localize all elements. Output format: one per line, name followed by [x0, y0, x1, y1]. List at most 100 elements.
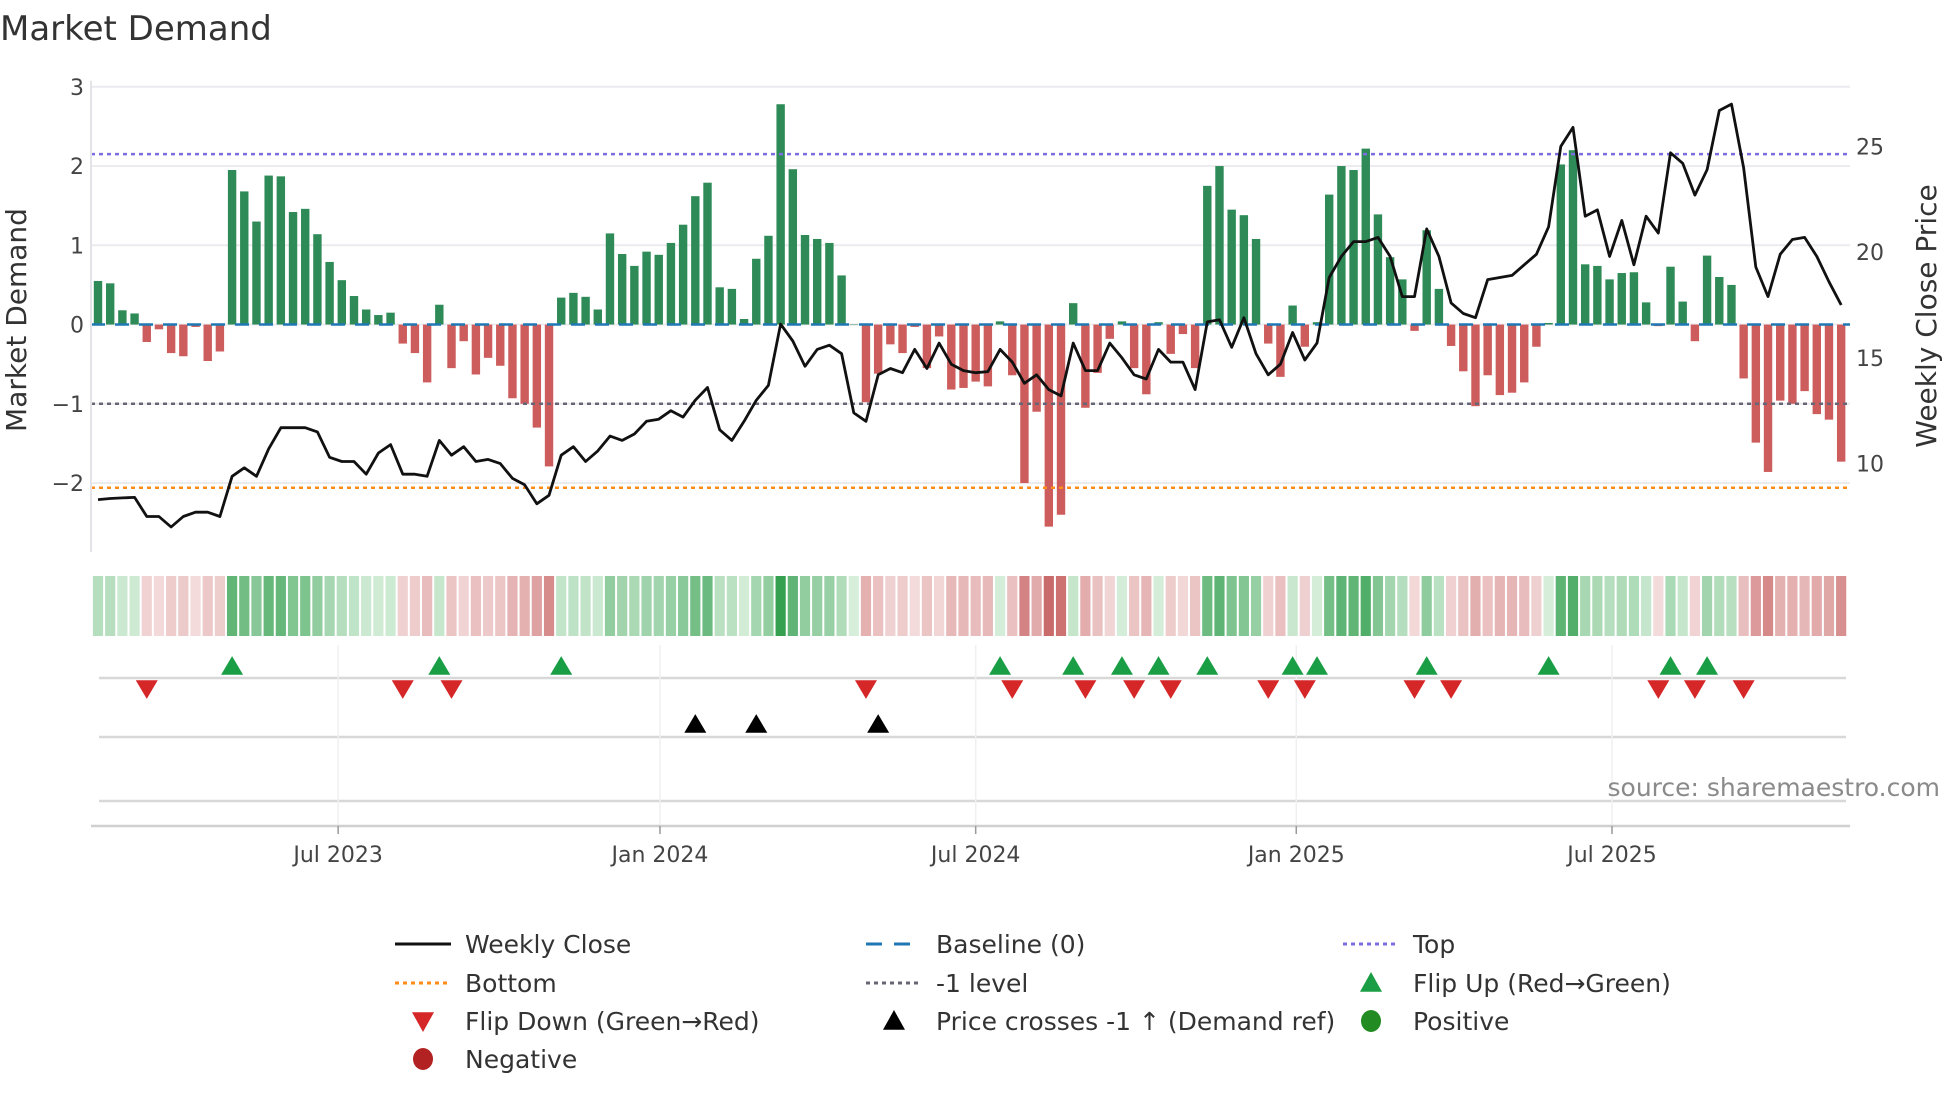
demand-bar — [983, 324, 993, 387]
heat-strip-cell — [1141, 576, 1152, 636]
heat-strip-cell — [470, 576, 481, 636]
heat-strip-cell — [934, 576, 945, 636]
demand-bar — [1739, 324, 1748, 379]
legend-item[interactable]: Flip Down (Green→Red) — [412, 1007, 760, 1036]
legend-item[interactable]: Baseline (0) — [866, 930, 1085, 959]
heat-strip-cell — [312, 576, 323, 636]
legend-label: Flip Up (Red→Green) — [1413, 969, 1671, 998]
legend-item[interactable]: Price crosses -1 ↑ (Demand ref) — [883, 1007, 1335, 1036]
flip-up-marker — [1659, 656, 1682, 675]
y-tick-label: 2 — [70, 155, 84, 180]
legend-label: Weekly Close — [465, 930, 631, 959]
y2-tick-label: 15 — [1856, 347, 1884, 372]
demand-bar — [1239, 215, 1249, 325]
flip-down-marker — [1257, 680, 1280, 699]
heat-strip-cell — [129, 576, 140, 636]
heat-strip-cell — [970, 576, 981, 636]
demand-bar — [776, 104, 785, 325]
demand-bar — [1251, 238, 1261, 325]
demand-bar — [301, 208, 310, 325]
legend-item[interactable]: Negative — [413, 1045, 577, 1074]
heat-strip-cell — [812, 576, 823, 636]
flip-up-marker — [221, 656, 244, 675]
heat-strip-cell — [1360, 576, 1371, 636]
heat-strip-cell — [1202, 576, 1213, 636]
demand-bar — [361, 309, 371, 325]
demand-bar — [252, 221, 261, 325]
heat-strip-cell — [1409, 576, 1420, 636]
demand-bar — [764, 235, 773, 325]
heat-strip-cell — [678, 576, 689, 636]
heat-strip-cell — [1604, 576, 1615, 636]
heat-strip-cell — [1031, 576, 1042, 636]
flip-down-marker — [440, 680, 463, 699]
heat-strip-cell — [1750, 576, 1761, 636]
demand-bar — [1617, 273, 1626, 325]
heat-strip-cell — [1543, 576, 1554, 636]
demand-bar — [630, 265, 639, 325]
heat-strip-cell — [946, 576, 957, 636]
heat-strip-cell — [1250, 576, 1262, 636]
legend-item[interactable]: -1 level — [866, 969, 1028, 998]
legend: Weekly Close Baseline (0) Top Bottom -1 leve… — [395, 930, 1671, 1074]
demand-bar — [1215, 166, 1224, 325]
demand-bar — [1398, 279, 1407, 325]
heat-strip-cell — [531, 576, 542, 636]
heat-strip-cell — [300, 576, 311, 636]
demand-bar — [313, 234, 322, 325]
legend-item[interactable]: Weekly Close — [395, 930, 631, 959]
demand-bar — [1495, 324, 1505, 396]
heat-strip-cell — [1519, 576, 1530, 636]
legend-circle-icon — [1361, 1010, 1381, 1032]
heat-strip-cell — [92, 576, 104, 636]
demand-bar — [1580, 264, 1590, 325]
chart-title: Market Demand — [0, 9, 272, 49]
demand-bar — [459, 324, 468, 342]
demand-bar — [1105, 324, 1114, 339]
flip-down-marker — [1732, 680, 1755, 699]
reference-lines — [91, 152, 1850, 490]
demand-bar — [1605, 279, 1614, 325]
demand-bar — [1471, 324, 1480, 407]
heat-strip-cell — [275, 576, 286, 636]
demand-bar — [1776, 324, 1785, 401]
heat-strip-cell — [580, 576, 591, 636]
heat-strip-cell — [1641, 576, 1652, 636]
heat-strip-cell — [799, 576, 811, 636]
heat-strip-cell — [1397, 576, 1408, 636]
weekly-close-line — [97, 102, 1843, 529]
flip-up-marker — [1196, 656, 1219, 675]
heat-strip-cell — [690, 576, 701, 636]
heat-strip-cell — [495, 576, 506, 636]
heat-strip-cell — [994, 576, 1006, 636]
legend-triangle-up-icon — [1360, 972, 1382, 992]
demand-bar — [1812, 324, 1821, 415]
y-tick-label: 3 — [70, 76, 84, 101]
demand-bar — [1361, 148, 1370, 325]
legend-item[interactable]: Positive — [1361, 1007, 1509, 1036]
demand-bar — [1422, 230, 1431, 325]
demand-bar — [483, 324, 493, 358]
legend-item[interactable]: Flip Up (Red→Green) — [1360, 969, 1671, 998]
demand-bar — [337, 280, 346, 325]
flip-up-marker — [1147, 656, 1170, 675]
heat-strip-cell — [1372, 576, 1384, 636]
heat-strip-cell — [1080, 576, 1091, 636]
demand-bar — [666, 242, 676, 325]
legend-item[interactable]: Top — [1343, 930, 1455, 959]
demand-bar — [264, 175, 273, 325]
demand-bar — [788, 169, 798, 325]
flip-up-marker — [1110, 656, 1133, 675]
demand-bar — [398, 324, 407, 344]
event-markers: Jul 2023 Jan 2024 Jul 2024 Jan 2025 Jul 2025 — [91, 645, 1850, 868]
demand-bar — [727, 288, 737, 325]
demand-bar — [1544, 322, 1553, 325]
demand-bar — [898, 324, 907, 354]
demand-bar — [203, 324, 212, 362]
demand-bar — [569, 292, 578, 325]
heat-strip-cell — [860, 576, 872, 636]
legend-item[interactable]: Bottom — [395, 969, 557, 998]
heat-strip-cell — [1287, 576, 1298, 636]
heat-strip-cell — [885, 576, 896, 636]
demand-bar — [605, 233, 615, 325]
